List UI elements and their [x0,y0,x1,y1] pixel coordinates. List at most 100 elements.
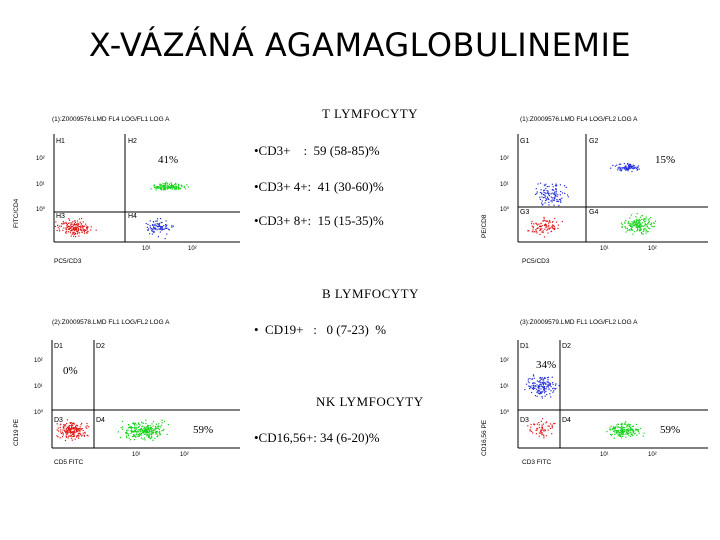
event-dot [564,185,566,187]
event-dot [554,196,556,198]
event-dot [538,435,540,437]
event-dot [79,221,81,223]
event-dot [627,431,629,433]
event-dot [144,426,146,428]
event-dot [536,390,539,392]
event-dot [70,227,72,229]
event-dot [159,426,162,428]
event-dot [621,226,623,228]
event-dot [533,423,535,425]
event-dot [77,225,79,227]
event-dot [636,218,638,220]
event-dot [549,384,551,386]
event-dot [145,429,147,431]
event-dot [161,185,163,187]
event-dot [82,434,84,436]
event-dot [620,423,622,425]
event-dot [152,421,155,423]
event-dot [140,428,142,430]
plot-ylabel: PE/CD8 [481,214,488,238]
event-dot [162,228,164,230]
event-dot [632,166,635,168]
event-dot [134,430,136,432]
event-dot [133,423,136,425]
event-dot [162,187,164,189]
event-dot [617,427,619,429]
event-dot [524,389,526,391]
event-dot [629,167,631,169]
event-dot [528,385,530,387]
event-dot [623,423,625,425]
event-dot [163,187,165,189]
event-dot [618,432,620,434]
event-dot [558,200,560,202]
event-dot [548,222,550,224]
event-dot [555,190,557,192]
event-dot [157,187,159,189]
event-dot [616,164,618,166]
event-dot [544,202,546,204]
event-dot [624,427,626,429]
event-dot [630,223,632,225]
event-dot [611,428,614,430]
event-dot [551,376,553,378]
plot-axis-frame [517,340,708,449]
event-dot [169,186,171,188]
event-dot [627,424,629,426]
quadrant-label: D2 [96,343,105,350]
event-dot [138,431,140,433]
event-dot [617,169,619,171]
event-dot [628,428,630,430]
event-dot [173,186,175,188]
event-dot [71,427,73,429]
event-dot [548,185,550,188]
event-dot [643,229,645,231]
event-dot [553,423,555,425]
event-dot [539,198,541,200]
event-dot [160,221,162,224]
event-dot [70,434,72,436]
event-dot [638,220,640,222]
event-dot [71,422,73,424]
event-dot [166,224,168,226]
event-dot [638,221,640,223]
event-dot [71,424,73,426]
event-dot [556,221,558,223]
event-dot [76,435,78,437]
event-dot [66,419,69,421]
event-dot [161,422,163,424]
event-dot [547,190,549,192]
event-dot [553,193,555,195]
event-dot [147,430,149,432]
event-dot [541,395,543,398]
event-dot [544,192,546,194]
event-dot [548,194,550,196]
event-dot [537,392,539,394]
event-dot [626,424,628,426]
event-dot [547,379,549,381]
event-dot [141,426,143,428]
event-dot [531,391,533,394]
event-dot [547,429,549,431]
event-dot [156,186,159,188]
event-dot [84,431,86,433]
event-dot [645,218,647,220]
event-dot [648,218,650,220]
event-dot [540,223,542,225]
event-dot [545,390,547,392]
y-tick: 10⁰ [500,206,510,213]
event-dot [158,432,160,434]
event-dot [542,384,544,386]
event-dot [68,435,70,437]
event-dot [634,166,636,168]
event-dot [77,228,79,230]
event-dot [165,224,167,226]
event-cloud-red [527,418,556,439]
event-dot [554,217,556,220]
event-dot [554,422,556,425]
event-dot [153,429,155,431]
event-dot [75,426,77,428]
event-dot [71,428,73,430]
event-dot [619,435,621,437]
event-dot [74,227,76,229]
